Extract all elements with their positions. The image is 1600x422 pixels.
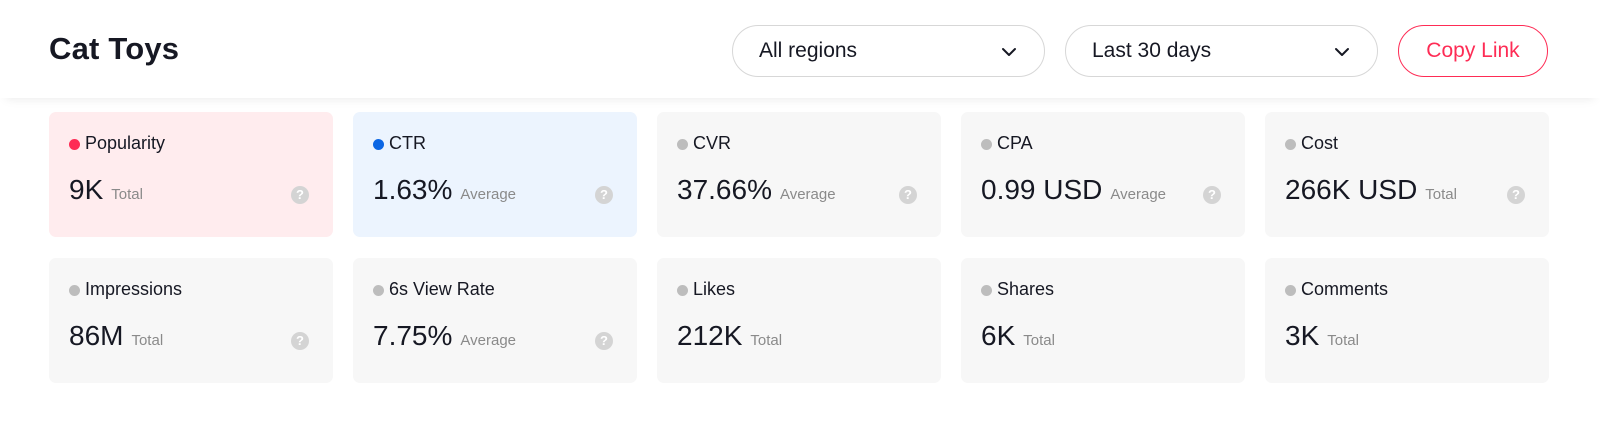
metric-card-comments[interactable]: Comments 3K Total	[1265, 258, 1549, 383]
metric-aggregation: Average	[1110, 186, 1167, 203]
date-range-select[interactable]: Last 30 days	[1065, 25, 1378, 77]
likes-indicator-dot	[677, 285, 688, 296]
metric-aggregation: Average	[460, 332, 517, 349]
metric-card-6s-view-rate[interactable]: 6s View Rate 7.75% Average ?	[353, 258, 637, 383]
metric-value: 6K	[981, 320, 1016, 351]
cpa-indicator-dot	[981, 139, 992, 150]
page-title: Cat Toys	[49, 31, 180, 66]
metric-aggregation: Total	[1425, 186, 1457, 203]
help-icon[interactable]: ?	[595, 186, 613, 204]
metric-value: 1.63%	[373, 174, 453, 205]
comments-indicator-dot	[1285, 285, 1296, 296]
metric-value: 9K	[69, 174, 104, 205]
metric-value-row: 9K Total	[69, 174, 143, 206]
metric-card-ctr[interactable]: CTR 1.63% Average ?	[353, 112, 637, 237]
metric-card-cvr[interactable]: CVR 37.66% Average ?	[657, 112, 941, 237]
metric-label: Shares	[997, 279, 1055, 299]
shares-indicator-dot	[981, 285, 992, 296]
header: Cat Toys All regions Last 30 days Copy L…	[0, 0, 1600, 98]
metric-value-row: 266K USD Total	[1285, 174, 1457, 206]
metric-value: 7.75%	[373, 320, 453, 351]
metric-value-row: 86M Total	[69, 320, 163, 352]
cvr-indicator-dot	[677, 139, 688, 150]
impressions-indicator-dot	[69, 285, 80, 296]
metric-value-row: 1.63% Average	[373, 174, 516, 206]
metric-label: CPA	[997, 133, 1033, 153]
metric-label: CVR	[693, 133, 732, 153]
metric-label: 6s View Rate	[389, 279, 495, 299]
region-select[interactable]: All regions	[732, 25, 1045, 77]
metric-card-shares[interactable]: Shares 6K Total	[961, 258, 1245, 383]
metric-value-row: 37.66% Average	[677, 174, 836, 206]
metric-label: Comments	[1301, 279, 1389, 299]
metric-value: 3K	[1285, 320, 1320, 351]
metric-value-row: 7.75% Average	[373, 320, 516, 352]
popularity-indicator-dot	[69, 139, 80, 150]
help-icon[interactable]: ?	[595, 332, 613, 350]
metric-label: Popularity	[85, 133, 166, 153]
metric-aggregation: Total	[111, 186, 143, 203]
metric-aggregation: Average	[460, 186, 517, 203]
metric-card-popularity[interactable]: Popularity 9K Total ?	[49, 112, 333, 237]
metric-value: 266K USD	[1285, 174, 1418, 205]
metric-value: 0.99 USD	[981, 174, 1103, 205]
metric-aggregation: Total	[1327, 332, 1359, 349]
metric-aggregation: Total	[1023, 332, 1055, 349]
copy-link-button[interactable]: Copy Link	[1398, 25, 1548, 77]
ctr-indicator-dot	[373, 139, 384, 150]
help-icon[interactable]: ?	[291, 186, 309, 204]
metric-value-row: 6K Total	[981, 320, 1055, 352]
metric-value-row: 0.99 USD Average	[981, 174, 1166, 206]
metric-value: 212K	[677, 320, 743, 351]
date-range-select-value: Last 30 days	[1092, 39, 1212, 62]
metric-label: Cost	[1301, 133, 1339, 153]
metric-card-cpa[interactable]: CPA 0.99 USD Average ?	[961, 112, 1245, 237]
metric-aggregation: Average	[779, 186, 836, 203]
help-icon[interactable]: ?	[899, 186, 917, 204]
cost-indicator-dot	[1285, 139, 1296, 150]
help-icon[interactable]: ?	[291, 332, 309, 350]
metric-value: 37.66%	[677, 174, 772, 205]
metric-value-row: 212K Total	[677, 320, 782, 352]
metric-card-cost[interactable]: Cost 266K USD Total ?	[1265, 112, 1549, 237]
metric-label: Impressions	[85, 279, 183, 299]
metric-card-impressions[interactable]: Impressions 86M Total ?	[49, 258, 333, 383]
metric-aggregation: Total	[131, 332, 164, 349]
chevron-down-icon	[1002, 48, 1016, 56]
metric-aggregation: Total	[750, 332, 783, 349]
metric-card-likes[interactable]: Likes 212K Total	[657, 258, 941, 383]
help-icon[interactable]: ?	[1203, 186, 1221, 204]
region-select-value: All regions	[759, 39, 858, 62]
metric-label: Likes	[693, 279, 736, 299]
metric-label: CTR	[389, 133, 426, 153]
metric-value-row: 3K Total	[1285, 320, 1359, 352]
chevron-down-icon	[1335, 48, 1349, 56]
view-rate-indicator-dot	[373, 285, 384, 296]
metric-value: 86M	[69, 320, 124, 351]
help-icon[interactable]: ?	[1507, 186, 1525, 204]
